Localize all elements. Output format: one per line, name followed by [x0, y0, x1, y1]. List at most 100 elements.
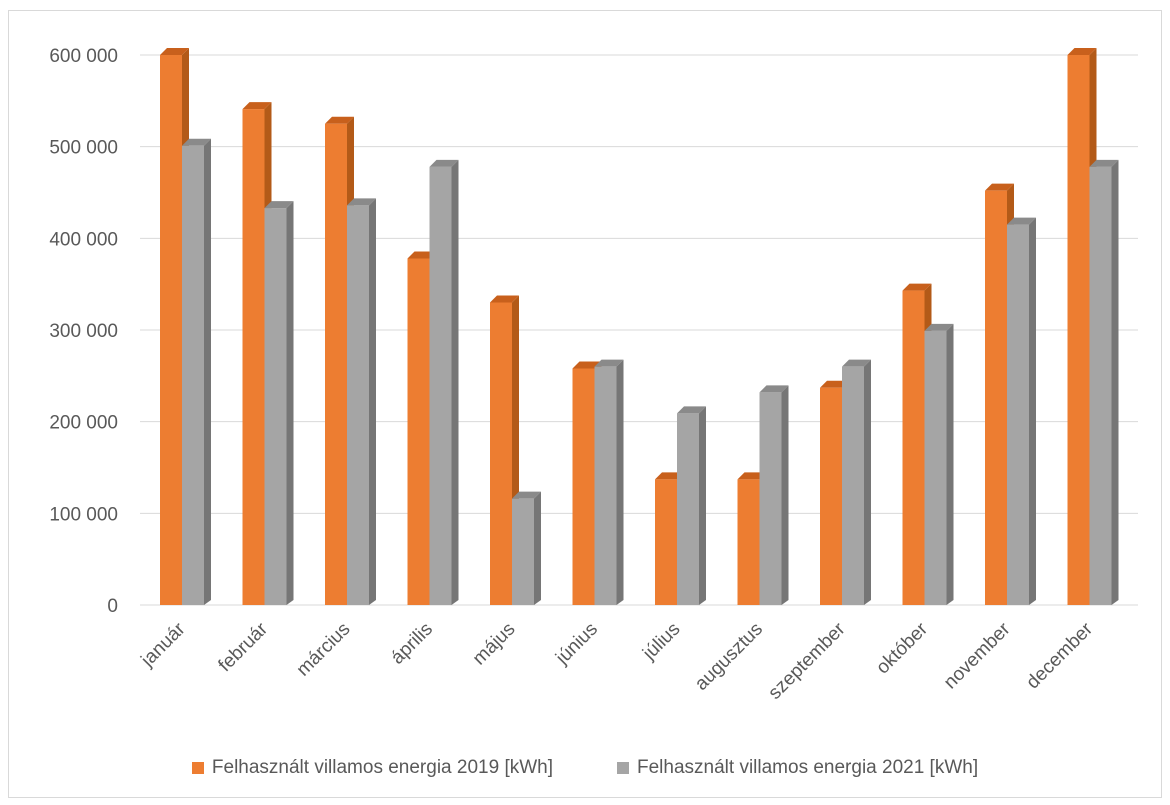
x-tick-label: július — [638, 619, 684, 665]
x-tick-label: március — [293, 619, 355, 681]
bar-front — [759, 392, 782, 605]
bar-top — [264, 201, 294, 209]
legend-item-2021: Felhasznált villamos energia 2021 [kWh] — [617, 757, 978, 779]
bar-front — [264, 208, 287, 606]
bar-front — [325, 123, 347, 605]
x-tick-label: június — [551, 619, 602, 670]
bar-front — [842, 366, 864, 605]
x-tick-label: szeptember — [764, 618, 850, 704]
x-tick-label: február — [215, 618, 273, 676]
y-tick-label: 400 000 — [49, 229, 118, 250]
bar-front — [347, 205, 369, 606]
bar-top — [160, 48, 189, 55]
x-tick-label: november — [940, 618, 1015, 693]
bar-2021 — [842, 359, 871, 605]
bar-top — [655, 472, 684, 480]
bar-top — [1067, 48, 1097, 55]
x-tick-label: január — [137, 618, 190, 671]
bar-front — [677, 413, 699, 605]
bar-2021 — [1089, 159, 1119, 606]
bar-front — [737, 479, 760, 605]
bar-front — [594, 366, 617, 605]
bar-front — [572, 368, 595, 605]
bar-front — [429, 166, 452, 606]
bar-2021 — [1007, 217, 1036, 606]
bar-top — [902, 283, 932, 291]
legend-label-2021: Felhasznált villamos energia 2021 [kWh] — [637, 757, 979, 778]
y-tick-label: 200 000 — [49, 413, 118, 434]
bar-top — [429, 159, 459, 167]
x-tick-label: április — [387, 619, 437, 669]
gridlines — [140, 54, 1138, 606]
bar-top — [1007, 217, 1036, 225]
bar-front — [490, 302, 512, 605]
bar-front — [1007, 224, 1029, 606]
bar-top — [842, 359, 871, 367]
bars — [160, 48, 1119, 606]
y-tick-label: 600 000 — [49, 46, 118, 67]
bar-2021 — [512, 491, 541, 605]
bar-side — [204, 138, 211, 605]
bar-front — [1089, 166, 1112, 606]
bar-side — [616, 359, 624, 605]
bar-front — [242, 109, 265, 605]
bar-front — [407, 258, 430, 605]
bar-2021 — [429, 159, 459, 606]
legend-swatch-2021 — [617, 762, 629, 774]
bar-front — [655, 479, 677, 605]
bar-side — [781, 385, 789, 605]
bar-top — [985, 183, 1014, 191]
bar-2021 — [347, 198, 376, 606]
bar-top — [512, 491, 541, 499]
bar-side — [1111, 159, 1119, 606]
bar-top — [759, 385, 789, 393]
bar-front — [160, 55, 182, 605]
legend-item-2019: Felhasznált villamos energia 2019 [kWh] — [191, 757, 553, 779]
bar-2021 — [264, 201, 294, 606]
x-axis: január február március április május június jú… — [137, 618, 1098, 704]
bar-top — [242, 102, 272, 110]
bar-side — [369, 198, 376, 606]
y-tick-label: 500 000 — [49, 138, 118, 159]
x-tick-label: május — [469, 619, 520, 670]
bar-side — [286, 201, 294, 606]
bar-top — [737, 472, 767, 480]
bar-top — [924, 323, 954, 331]
bar-top — [1089, 159, 1119, 167]
bar-front — [820, 387, 842, 605]
bar-front — [924, 330, 947, 605]
x-tick-label: október — [872, 618, 932, 678]
bar-side — [534, 491, 541, 605]
legend-label-2019: Felhasznált villamos energia 2019 [kWh] — [211, 757, 553, 778]
bar-side — [699, 406, 706, 605]
bar-side — [946, 323, 954, 605]
y-tick-label: 0 — [107, 596, 118, 617]
bar-top — [820, 380, 849, 388]
bar-front — [902, 290, 925, 605]
bar-top — [594, 359, 624, 367]
bar-2021 — [182, 138, 211, 605]
bar-side — [864, 359, 871, 605]
bar-front — [1067, 55, 1090, 605]
x-tick-label: december — [1022, 618, 1097, 693]
bar-side — [451, 159, 459, 606]
bar-top — [407, 251, 437, 259]
bar-top — [490, 295, 519, 303]
bar-top — [347, 198, 376, 206]
y-tick-label: 300 000 — [49, 321, 118, 342]
bar-front — [985, 190, 1007, 605]
bar-front — [512, 498, 534, 605]
bar-top — [182, 138, 211, 146]
bar-2021 — [924, 323, 954, 605]
y-axis: 0 100 000 200 000 300 000 400 000 500 000 600 … — [49, 46, 118, 617]
bar-2021 — [677, 406, 706, 605]
x-tick-label: augusztus — [691, 619, 767, 695]
legend: Felhasznált villamos energia 2019 [kWh] … — [0, 757, 1170, 779]
bar-front — [182, 145, 204, 605]
bar-top — [572, 361, 602, 369]
bar-top — [325, 116, 354, 124]
y-tick-label: 100 000 — [49, 504, 118, 525]
legend-swatch-2019 — [191, 762, 204, 774]
bar-2021 — [759, 385, 789, 605]
